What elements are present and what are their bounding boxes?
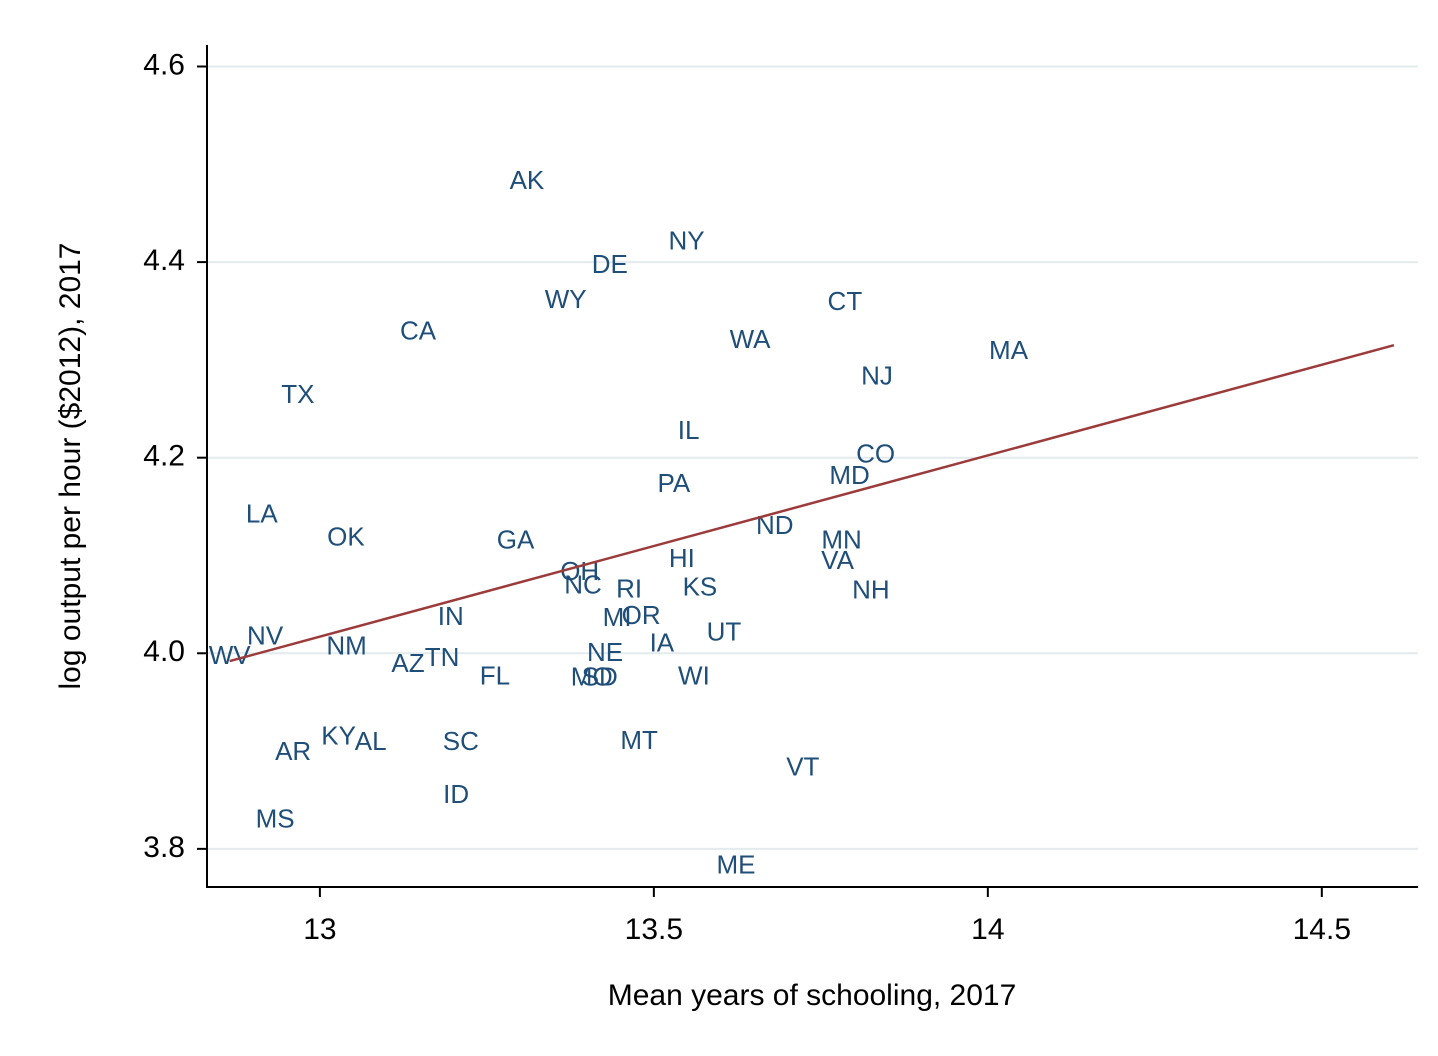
point-label: VT <box>786 752 819 782</box>
point-label: GA <box>497 525 535 555</box>
y-tick-label: 4.4 <box>143 244 185 277</box>
y-tick-label: 4.2 <box>143 440 185 473</box>
point-label: MI <box>603 602 632 632</box>
point-label: AR <box>275 736 311 766</box>
point-label: WY <box>545 284 587 314</box>
y-axis-title: log output per hour ($2012), 2017 <box>54 243 87 690</box>
point-label: MS <box>256 803 295 833</box>
point-label: FL <box>480 661 510 691</box>
x-tick-label: 13 <box>303 913 336 946</box>
x-axis-title: Mean years of schooling, 2017 <box>608 979 1017 1012</box>
point-label: MT <box>620 725 658 755</box>
y-tick-label: 3.8 <box>143 831 185 864</box>
point-label: ID <box>443 779 469 809</box>
point-label: RI <box>616 574 642 604</box>
point-label: MD <box>829 460 869 490</box>
point-label: NJ <box>861 360 893 390</box>
point-label: KY <box>321 720 356 750</box>
point-label: AL <box>355 726 387 756</box>
point-label: SD <box>582 662 618 692</box>
point-label: CT <box>828 286 863 316</box>
point-label: CA <box>400 315 437 345</box>
point-label: WV <box>209 640 252 670</box>
point-label: PA <box>658 468 691 498</box>
point-label: OR <box>622 600 661 630</box>
point-label: TN <box>425 642 460 672</box>
point-label: MO <box>571 662 613 692</box>
point-label: KS <box>683 572 718 602</box>
point-label: OK <box>327 522 365 552</box>
x-tick-label: 14 <box>971 913 1004 946</box>
point-label: SC <box>443 726 479 756</box>
point-label: MA <box>989 335 1029 365</box>
fit-line <box>229 344 1395 663</box>
point-label: NM <box>326 630 366 660</box>
point-label: NH <box>852 575 890 605</box>
point-label: NC <box>564 570 602 600</box>
point-label: AK <box>510 165 545 195</box>
x-tick-label: 13.5 <box>625 913 683 946</box>
point-label: NE <box>587 637 623 667</box>
point-label: ND <box>756 510 794 540</box>
point-label: NV <box>247 621 284 651</box>
x-tick-label: 14.5 <box>1293 913 1351 946</box>
point-label: TX <box>281 379 314 409</box>
point-label: MN <box>821 525 861 555</box>
point-label: ME <box>717 849 756 879</box>
point-label: NY <box>669 225 705 255</box>
point-label: IA <box>650 627 675 657</box>
point-label: LA <box>246 498 278 528</box>
point-label: UT <box>707 617 742 647</box>
point-label: IN <box>438 601 464 631</box>
point-label: IL <box>678 415 700 445</box>
y-tick-label: 4.6 <box>143 48 185 81</box>
point-label: WI <box>678 661 710 691</box>
point-label: CO <box>856 439 895 469</box>
point-label: WA <box>730 324 772 354</box>
point-label: DE <box>592 249 628 279</box>
y-tick-label: 4.0 <box>143 635 185 668</box>
point-label: HI <box>669 543 695 573</box>
point-label: VA <box>821 545 854 575</box>
point-label: AZ <box>391 648 424 678</box>
